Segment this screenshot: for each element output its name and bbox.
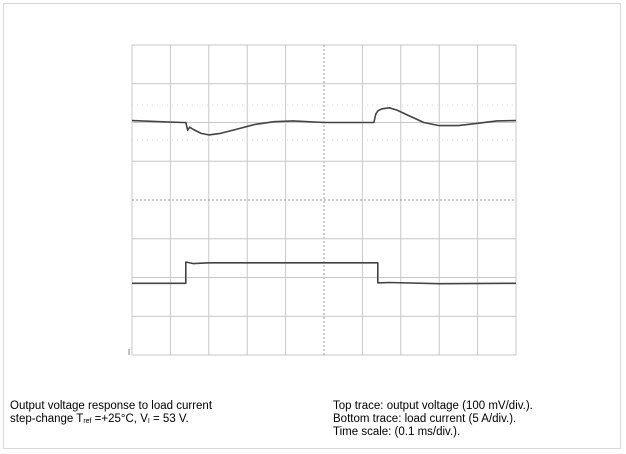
caption-right-line3: Time scale: (0.1 ms/div.). [333,426,461,438]
caption-right: Top trace: output voltage (100 mV/div.).… [333,400,533,439]
trace-output-voltage [131,107,517,136]
trace-load-current [132,261,517,285]
traces [131,107,517,285]
caption-right-line2: Bottom trace: load current (5 A/div.). [333,413,517,425]
caption-left-line2: step-change Tref =+25°C, VI = 53 V. [10,413,189,425]
grid [128,44,517,356]
figure-frame [3,3,621,449]
caption-left-line1: Output voltage response to load current [10,400,213,412]
caption-right-line1: Top trace: output voltage (100 mV/div.). [333,400,533,412]
caption-left: Output voltage response to load current … [10,400,212,426]
